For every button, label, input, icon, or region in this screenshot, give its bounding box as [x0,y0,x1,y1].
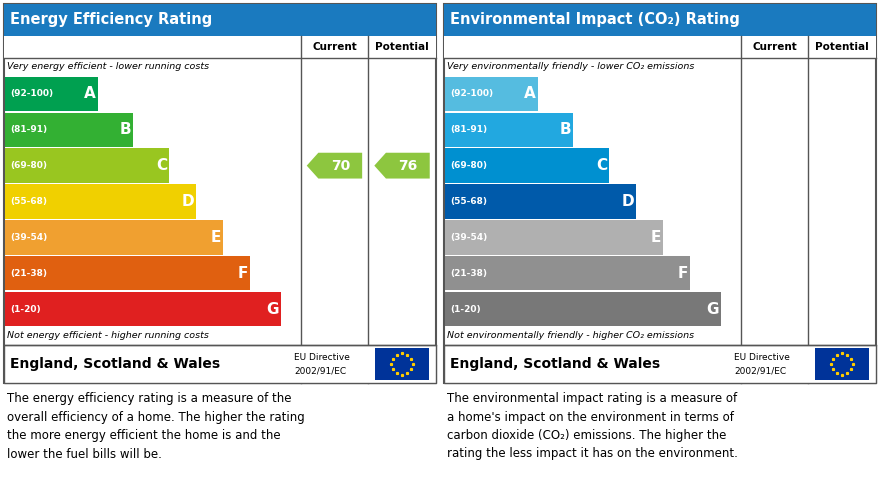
Text: D: D [621,194,634,209]
Bar [445,256,690,290]
Text: (81-91): (81-91) [10,125,48,134]
Text: England, Scotland & Wales: England, Scotland & Wales [450,357,660,371]
Text: Energy Efficiency Rating: Energy Efficiency Rating [10,12,212,28]
Text: The environmental impact rating is a measure of
a home's impact on the environme: The environmental impact rating is a mea… [447,392,737,460]
Text: Potential: Potential [815,42,869,52]
Bar [444,4,876,36]
Text: (1-20): (1-20) [450,305,480,314]
Bar [5,256,250,290]
Bar [4,36,436,58]
Text: EU Directive: EU Directive [734,352,790,362]
Bar [5,292,282,326]
Text: F: F [678,266,688,281]
Text: (39-54): (39-54) [10,233,48,242]
Bar [445,292,722,326]
Text: A: A [524,86,536,102]
Text: EU Directive: EU Directive [294,352,350,362]
Text: G: G [267,302,279,317]
Text: E: E [650,230,661,245]
Bar [445,77,538,111]
Text: G: G [707,302,719,317]
Bar [445,184,636,219]
Bar [5,77,98,111]
Text: C: C [596,158,607,173]
Text: Current: Current [752,42,796,52]
Text: A: A [84,86,96,102]
Text: (92-100): (92-100) [10,89,53,99]
Polygon shape [307,153,363,178]
Bar [4,4,436,36]
Text: D: D [181,194,194,209]
Text: Very environmentally friendly - lower CO₂ emissions: Very environmentally friendly - lower CO… [447,63,694,71]
Text: B: B [120,122,131,137]
Text: C: C [156,158,167,173]
Text: England, Scotland & Wales: England, Scotland & Wales [10,357,220,371]
Text: The energy efficiency rating is a measure of the
overall efficiency of a home. T: The energy efficiency rating is a measur… [7,392,304,460]
Text: (55-68): (55-68) [10,197,47,206]
Text: E: E [210,230,221,245]
Polygon shape [374,153,429,178]
Text: (81-91): (81-91) [450,125,488,134]
Bar [5,184,196,219]
Bar [5,112,134,147]
Text: (92-100): (92-100) [450,89,493,99]
Text: 2002/91/EC: 2002/91/EC [294,366,346,375]
Text: 2002/91/EC: 2002/91/EC [734,366,786,375]
Text: (69-80): (69-80) [450,161,487,170]
Bar [444,345,876,383]
Text: Very energy efficient - lower running costs: Very energy efficient - lower running co… [7,63,209,71]
Bar [444,36,876,58]
Text: (39-54): (39-54) [450,233,488,242]
Text: Environmental Impact (CO₂) Rating: Environmental Impact (CO₂) Rating [450,12,740,28]
Text: Not energy efficient - higher running costs: Not energy efficient - higher running co… [7,331,209,341]
Text: (21-38): (21-38) [10,269,47,278]
Bar [445,148,609,183]
Bar [445,112,574,147]
Text: (69-80): (69-80) [10,161,47,170]
Bar [4,345,436,383]
Text: 70: 70 [331,159,350,173]
Text: (1-20): (1-20) [10,305,40,314]
Text: Not environmentally friendly - higher CO₂ emissions: Not environmentally friendly - higher CO… [447,331,694,341]
Text: Potential: Potential [375,42,429,52]
Text: Current: Current [312,42,356,52]
Bar [375,348,429,380]
Text: (21-38): (21-38) [450,269,487,278]
Bar [815,348,869,380]
Bar [445,220,663,254]
Text: B: B [560,122,571,137]
Text: 76: 76 [399,159,417,173]
Bar [5,148,169,183]
Text: F: F [238,266,248,281]
Bar [5,220,223,254]
Text: (55-68): (55-68) [450,197,487,206]
